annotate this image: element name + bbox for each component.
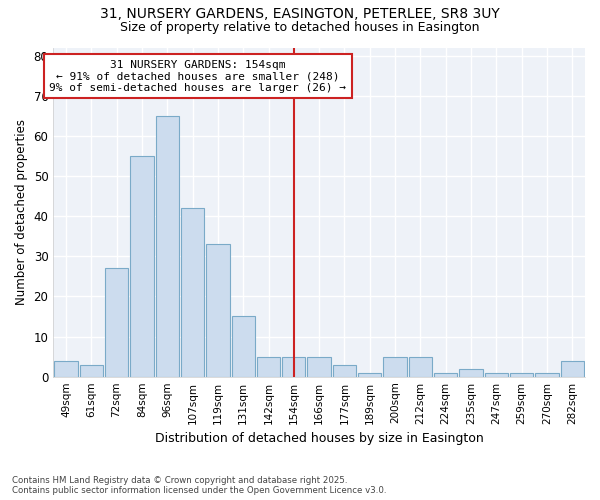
- Bar: [535, 372, 559, 376]
- Text: 31 NURSERY GARDENS: 154sqm
← 91% of detached houses are smaller (248)
9% of semi: 31 NURSERY GARDENS: 154sqm ← 91% of deta…: [49, 60, 346, 92]
- Text: Contains HM Land Registry data © Crown copyright and database right 2025.
Contai: Contains HM Land Registry data © Crown c…: [12, 476, 386, 495]
- Bar: [383, 356, 407, 376]
- Bar: [80, 364, 103, 376]
- Bar: [232, 316, 255, 376]
- Bar: [358, 372, 382, 376]
- Bar: [560, 360, 584, 376]
- Bar: [409, 356, 432, 376]
- Bar: [55, 360, 77, 376]
- Text: Size of property relative to detached houses in Easington: Size of property relative to detached ho…: [120, 21, 480, 34]
- Bar: [282, 356, 305, 376]
- Bar: [257, 356, 280, 376]
- Y-axis label: Number of detached properties: Number of detached properties: [15, 119, 28, 305]
- Bar: [181, 208, 204, 376]
- Bar: [130, 156, 154, 376]
- Bar: [510, 372, 533, 376]
- Bar: [434, 372, 457, 376]
- Bar: [307, 356, 331, 376]
- Bar: [155, 116, 179, 376]
- Bar: [460, 368, 483, 376]
- Bar: [105, 268, 128, 376]
- Bar: [485, 372, 508, 376]
- Text: 31, NURSERY GARDENS, EASINGTON, PETERLEE, SR8 3UY: 31, NURSERY GARDENS, EASINGTON, PETERLEE…: [100, 8, 500, 22]
- Bar: [333, 364, 356, 376]
- Bar: [206, 244, 230, 376]
- X-axis label: Distribution of detached houses by size in Easington: Distribution of detached houses by size …: [155, 432, 484, 445]
